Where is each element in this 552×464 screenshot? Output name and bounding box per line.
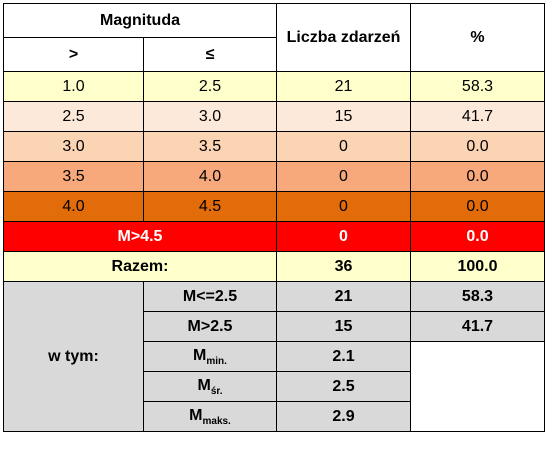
- mmax-label: Mmaks.: [143, 401, 277, 432]
- cell-percent: 0.0: [410, 161, 545, 192]
- cell-percent: 0.0: [410, 191, 545, 222]
- magnitude-table-container: Magnituda Liczba zdarzeń % > ≤ 1.0 2.5 2…: [3, 3, 545, 432]
- breakdown-gt25-events: 15: [276, 311, 411, 342]
- header-percent: %: [410, 3, 545, 72]
- cell-gt: 3.5: [3, 161, 144, 192]
- mavg-base: M: [197, 376, 211, 394]
- mavg-label: Mśr.: [143, 371, 277, 402]
- total-events: 36: [276, 251, 411, 282]
- mavg-sub: śr.: [210, 385, 223, 397]
- cell-percent: 41.7: [410, 101, 545, 132]
- breakdown-row: Mśr. 2.5: [4, 371, 545, 402]
- high-events: 0: [276, 221, 411, 252]
- cell-gt: 3.0: [3, 131, 144, 162]
- mavg-value: 2.5: [276, 371, 411, 402]
- empty-cell: [410, 341, 545, 432]
- cell-le: 4.0: [143, 161, 277, 192]
- cell-events: 0: [276, 161, 411, 192]
- breakdown-gt25-percent: 41.7: [410, 311, 545, 342]
- breakdown-row: w tym: M<=2.5 21 58.3: [3, 281, 545, 432]
- mmin-sub: min.: [206, 355, 227, 367]
- breakdown-row: Mmaks. 2.9: [4, 401, 545, 432]
- breakdown-le25-label: M<=2.5: [143, 281, 277, 312]
- cell-gt: 2.5: [3, 101, 144, 132]
- breakdown-row: Mmin. 2.1: [4, 341, 545, 432]
- header-le: ≤: [143, 37, 277, 72]
- cell-gt: 1.0: [3, 71, 144, 102]
- header-row-1: Magnituda Liczba zdarzeń %: [3, 3, 545, 72]
- cell-le: 3.5: [143, 131, 277, 162]
- header-row-2: > ≤: [3, 37, 545, 72]
- cell-le: 2.5: [143, 71, 277, 102]
- mmin-base: M: [193, 346, 207, 364]
- total-label: Razem:: [3, 251, 277, 282]
- table-row: 3.5 4.0 0 0.0: [3, 161, 545, 192]
- cell-le: 3.0: [143, 101, 277, 132]
- total-percent: 100.0: [410, 251, 545, 282]
- breakdown-le25-events: 21: [276, 281, 411, 312]
- cell-events: 21: [276, 71, 411, 102]
- breakdown-row: M>2.5 15 41.7: [4, 311, 545, 342]
- total-row: Razem: 36 100.0: [3, 251, 545, 282]
- magnitude-table: Magnituda Liczba zdarzeń % > ≤ 1.0 2.5 2…: [3, 3, 545, 432]
- high-percent: 0.0: [410, 221, 545, 252]
- mmin-value: 2.1: [276, 341, 411, 372]
- breakdown-gt25-label: M>2.5: [143, 311, 277, 342]
- table-row: 3.0 3.5 0 0.0: [3, 131, 545, 162]
- header-events: Liczba zdarzeń: [276, 3, 411, 72]
- mmax-sub: maks.: [202, 415, 231, 427]
- cell-events: 15: [276, 101, 411, 132]
- cell-gt: 4.0: [3, 191, 144, 222]
- high-magnitude-row: M>4.5 0 0.0: [3, 221, 545, 252]
- table-row: 2.5 3.0 15 41.7: [3, 101, 545, 132]
- cell-le: 4.5: [143, 191, 277, 222]
- cell-percent: 0.0: [410, 131, 545, 162]
- header-gt: >: [3, 37, 144, 72]
- breakdown-le25-percent: 58.3: [410, 281, 545, 312]
- cell-events: 0: [276, 191, 411, 222]
- mmax-base: M: [189, 406, 203, 424]
- header-magnitude: Magnituda: [3, 3, 277, 38]
- cell-events: 0: [276, 131, 411, 162]
- mmax-value: 2.9: [276, 401, 411, 432]
- table-row: 4.0 4.5 0 0.0: [3, 191, 545, 222]
- mmin-label: Mmin.: [143, 341, 277, 372]
- breakdown-label: w tym:: [3, 281, 144, 432]
- table-row: 1.0 2.5 21 58.3: [3, 71, 545, 102]
- high-label: M>4.5: [3, 221, 277, 252]
- cell-percent: 58.3: [410, 71, 545, 102]
